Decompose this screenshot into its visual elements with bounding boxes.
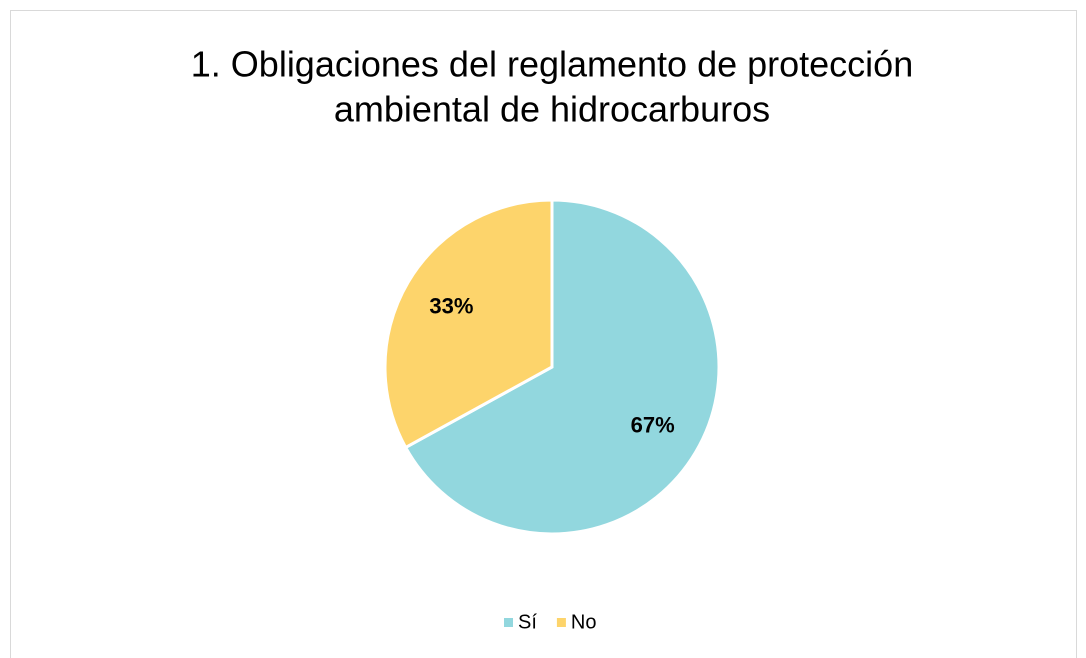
- data-label: 67%: [631, 412, 675, 437]
- pie-slice: [383, 198, 554, 450]
- pie-slice: [403, 198, 721, 536]
- legend-swatch: [504, 618, 513, 627]
- legend-label: Sí: [518, 611, 537, 633]
- chart-title: 1. Obligaciones del reglamento de protec…: [191, 44, 913, 85]
- chart-title: ambiental de hidrocarburos: [334, 89, 770, 130]
- data-label: 33%: [429, 293, 473, 318]
- legend-label: No: [571, 611, 597, 633]
- legend-swatch: [556, 618, 566, 627]
